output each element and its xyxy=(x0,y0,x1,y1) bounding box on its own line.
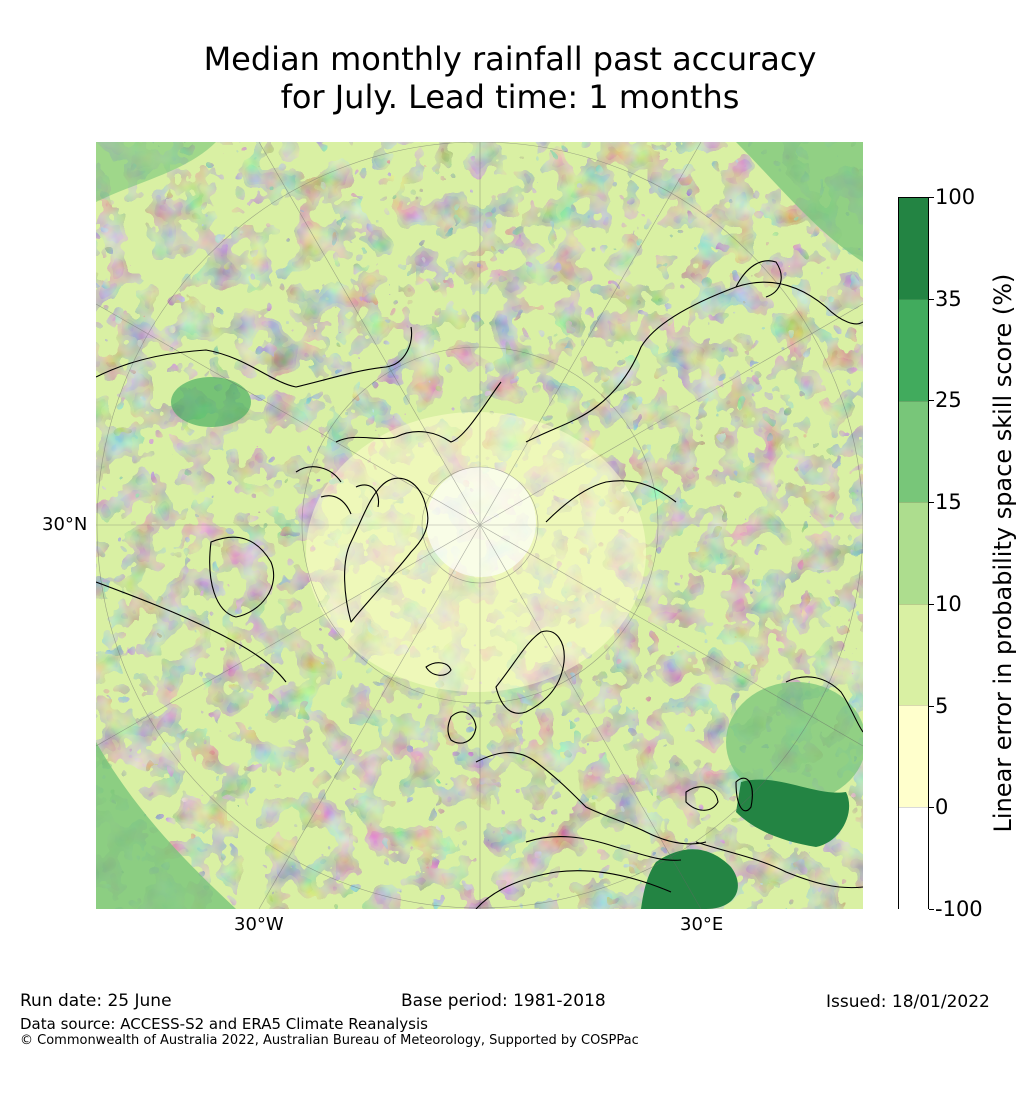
colorbar-tick-label: 10 xyxy=(935,591,962,616)
lat-label-30n: 30°N xyxy=(42,514,88,535)
colorbar-tick-mark xyxy=(929,400,934,402)
top-right-green xyxy=(736,142,863,262)
colorbar-segment xyxy=(899,198,928,300)
iceland xyxy=(425,662,452,676)
copyright: © Commonwealth of Australia 2022, Austra… xyxy=(20,1033,639,1048)
middle-east-dark-patch xyxy=(736,779,850,847)
left-green-band xyxy=(96,742,236,909)
pole-white-patch xyxy=(426,467,536,577)
north-america-east xyxy=(96,581,287,683)
greenland xyxy=(344,477,429,623)
colorbar-segment xyxy=(899,299,928,403)
colorbar-tick-mark xyxy=(929,502,934,504)
canadian-archipelago xyxy=(295,466,380,515)
colorbar-tick-label: 35 xyxy=(935,286,962,311)
coastlines xyxy=(96,260,863,909)
colorbar-tick-label: 5 xyxy=(935,693,949,718)
title-line-1: Median monthly rainfall past accuracy xyxy=(203,40,817,78)
east-asia-green xyxy=(726,682,863,802)
skill-score-map xyxy=(96,142,863,909)
colorbar-segment xyxy=(899,400,928,504)
canada-coast xyxy=(335,381,502,443)
run-date: Run date: 25 June xyxy=(20,991,172,1011)
colorbar-segment xyxy=(899,603,928,707)
russia-north-coast xyxy=(545,480,677,523)
siberia-coast xyxy=(525,281,863,443)
colorbar-tick-mark xyxy=(929,298,934,300)
europe-coast xyxy=(475,751,707,845)
kamchatka xyxy=(735,260,782,298)
alaska-coast xyxy=(96,326,413,388)
issued-date: Issued: 18/01/2022 xyxy=(826,992,990,1012)
colorbar-tick-mark xyxy=(929,603,934,605)
graticule xyxy=(96,142,863,909)
colorbar-segment xyxy=(899,502,928,606)
scandinavia xyxy=(495,630,565,714)
colorbar xyxy=(898,197,929,910)
sahara-dark-patch xyxy=(641,849,738,909)
lon-label-30e: 30°E xyxy=(680,914,724,935)
colorbar-tick-mark xyxy=(929,705,934,707)
british-isles xyxy=(447,711,477,744)
colorbar-tick-label: 25 xyxy=(935,388,962,413)
colorbar-tick-label: 15 xyxy=(935,490,962,515)
colorbar-tick-mark xyxy=(929,909,934,910)
base-period: Base period: 1981-2018 xyxy=(401,991,606,1011)
china-coast xyxy=(785,676,863,733)
top-left-green xyxy=(96,142,216,202)
colorbar-segment xyxy=(899,705,928,809)
colorbar-tick-label: 100 xyxy=(935,185,976,209)
data-source: Data source: ACCESS-S2 and ERA5 Climate … xyxy=(20,1015,428,1033)
colorbar-segment xyxy=(899,806,928,910)
lon-label-30w: 30°W xyxy=(234,914,284,935)
africa-north xyxy=(475,870,672,909)
colorbar-tick-mark xyxy=(929,197,934,198)
hudson-bay xyxy=(209,536,275,618)
colorbar-tick-mark xyxy=(929,807,934,809)
arabia-coast xyxy=(695,841,863,889)
black-caspian xyxy=(685,777,753,812)
title-line-2: for July. Lead time: 1 months xyxy=(280,78,740,116)
map-title: Median monthly rainfall past accuracy fo… xyxy=(0,40,1020,116)
colorbar-tick-label: 0 xyxy=(935,795,949,820)
colorbar-title: Linear error in probability space skill … xyxy=(989,273,1017,833)
colorbar-tick-label: -100 xyxy=(935,897,983,921)
mediterranean xyxy=(525,836,682,861)
atlantic-green-patch xyxy=(171,377,251,427)
